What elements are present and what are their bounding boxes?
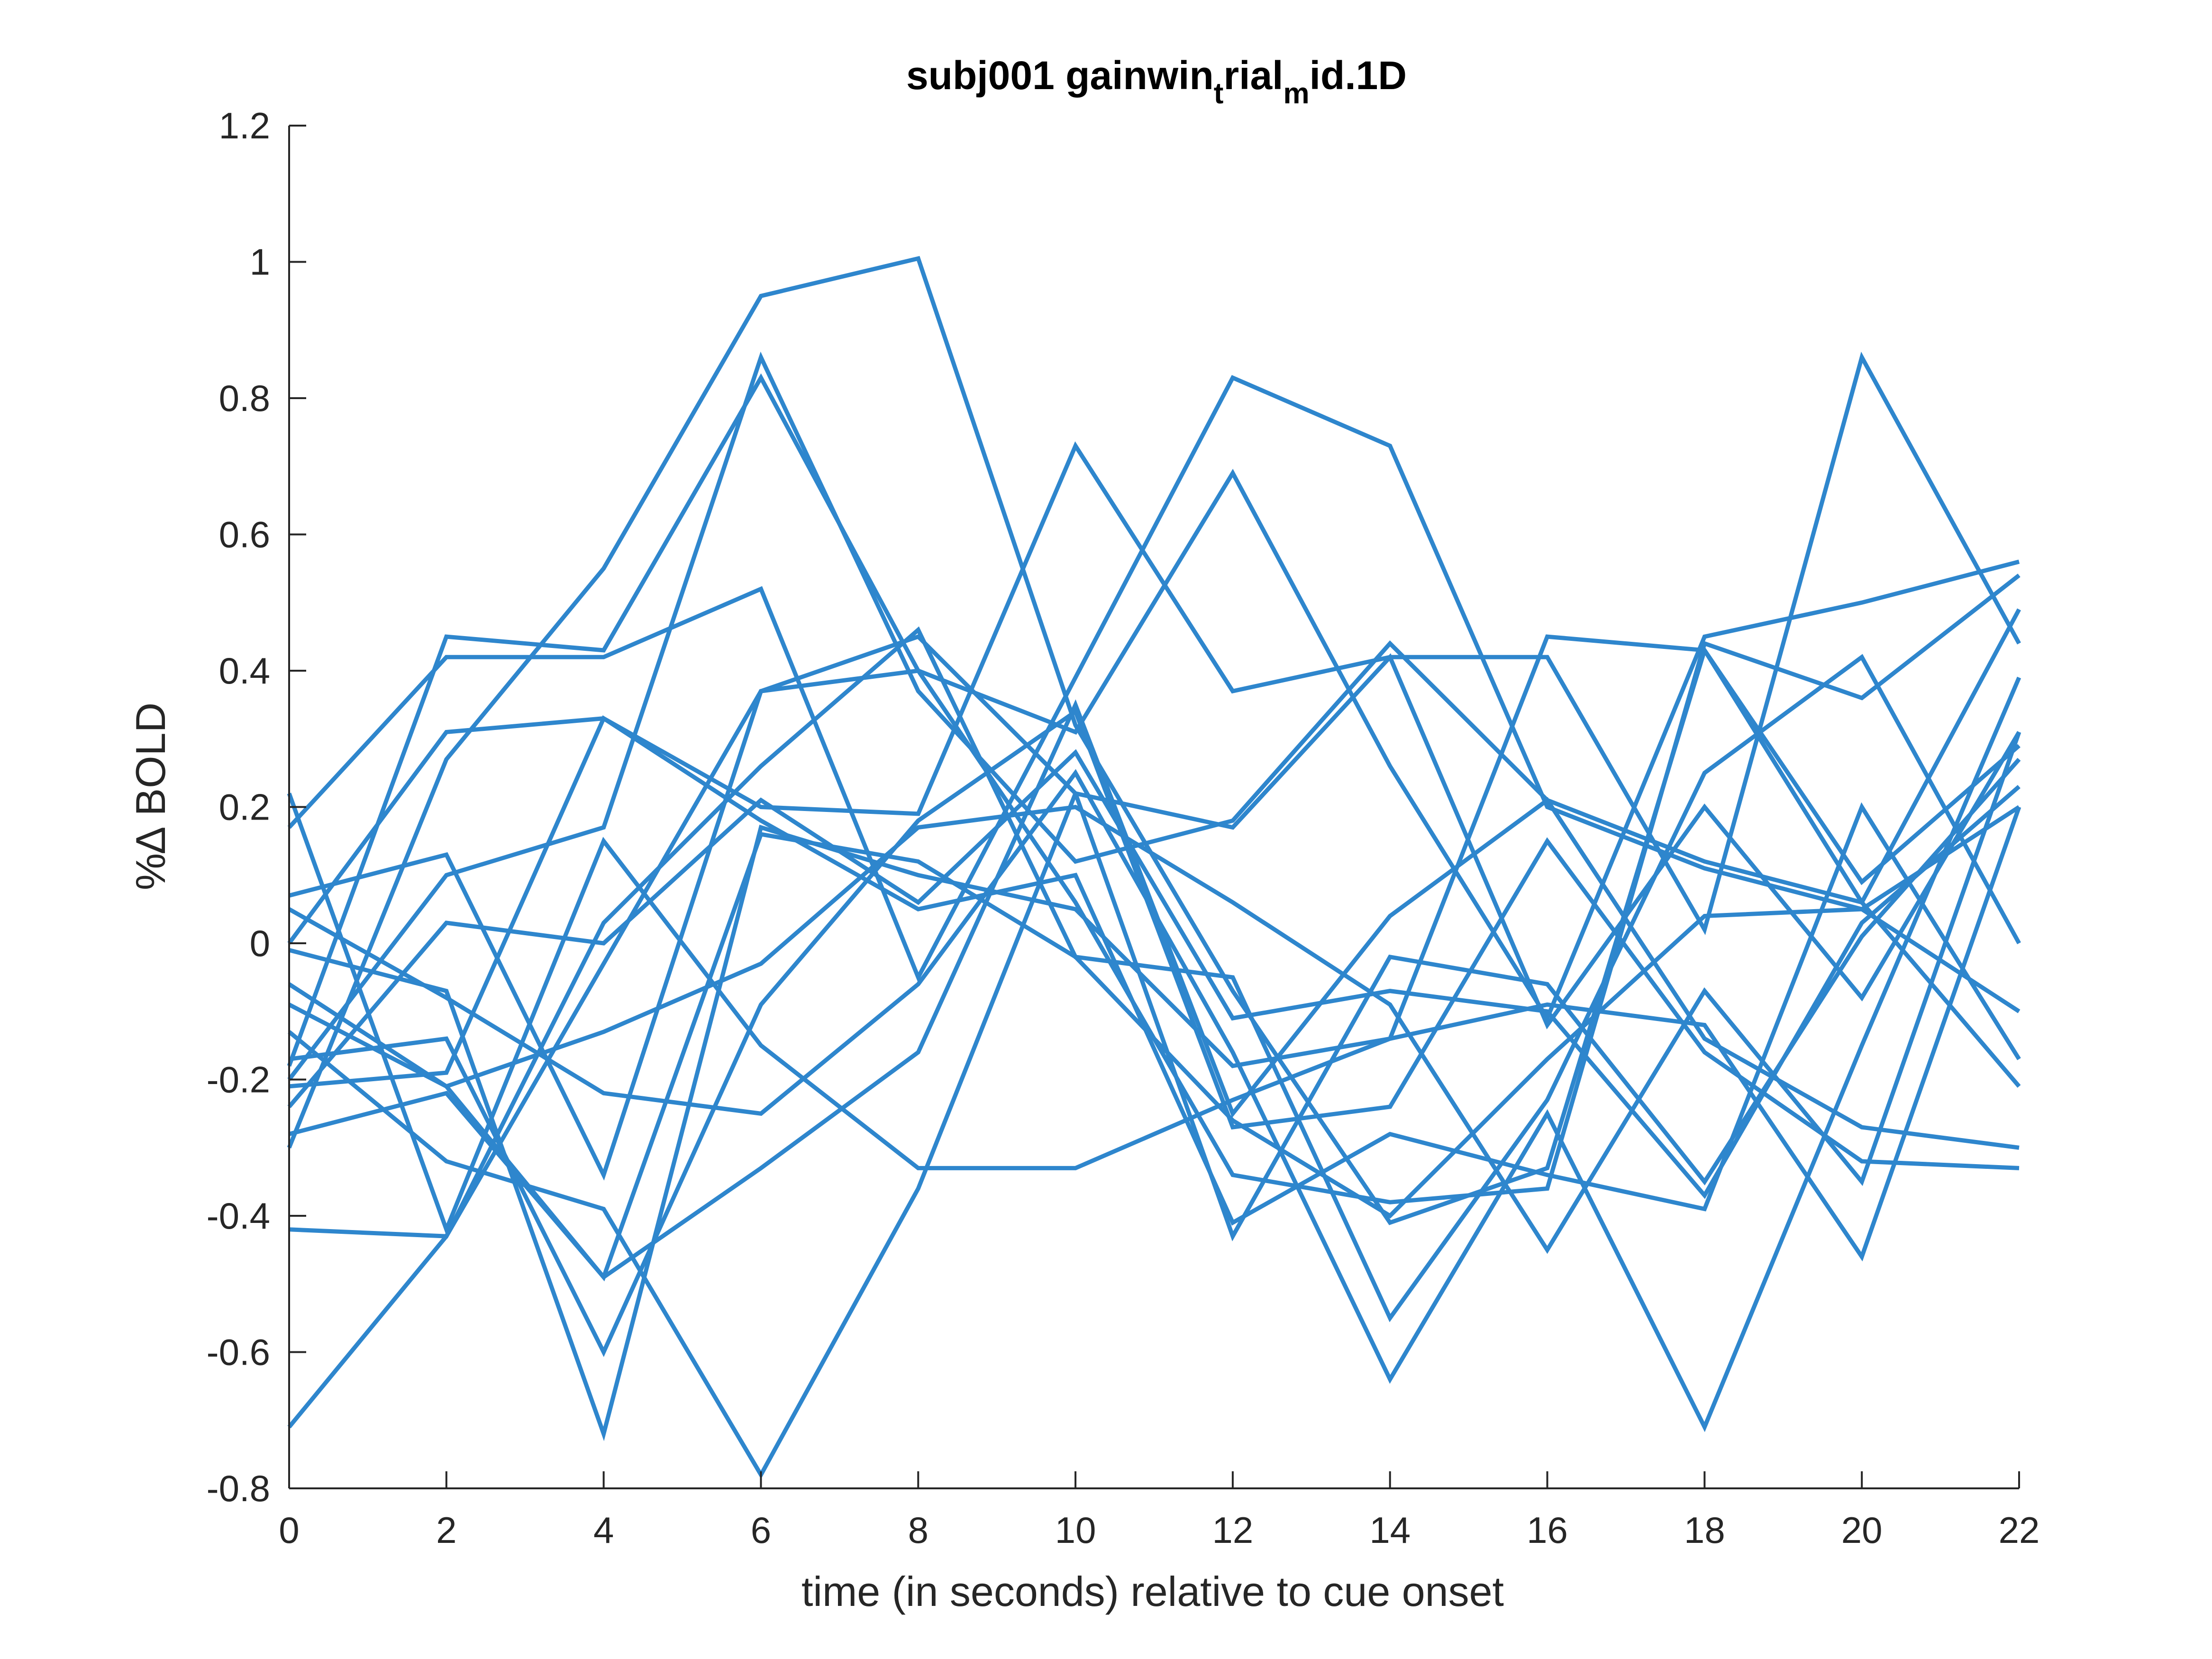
- x-tick-label: 10: [1055, 1509, 1096, 1551]
- series-group: [287, 255, 2021, 1479]
- chart-title: subj001 gainwintrialmid.1D: [906, 53, 1407, 110]
- title-subscript: m: [1284, 77, 1310, 110]
- series-line-14: [288, 634, 2021, 1441]
- x-tick-labels: 0 2 4 6 8 10 12 14 16 18 20 22: [279, 1509, 2039, 1551]
- series-line-8: [287, 626, 2021, 1429]
- x-axis-label: time (in seconds) relative to cue onset: [801, 1568, 1504, 1615]
- series-line-10: [287, 793, 2021, 1262]
- y-tick-label: -0.2: [207, 1059, 270, 1101]
- axes: [288, 125, 2020, 1489]
- y-tick-label: -0.8: [207, 1468, 270, 1509]
- y-tick-label: -0.6: [207, 1331, 270, 1373]
- y-tick-label: 0.6: [219, 514, 270, 556]
- x-tick-label: 20: [1841, 1509, 1883, 1551]
- series-line-18: [288, 831, 2021, 1282]
- title-part: rial: [1223, 53, 1283, 98]
- y-tick-label: 0.8: [219, 377, 270, 419]
- series-line-1: [287, 375, 2021, 983]
- series-line-5: [287, 351, 2021, 1081]
- title-part: id.1D: [1310, 53, 1407, 98]
- y-tick-label: 0: [250, 922, 270, 964]
- series-line-13: [288, 653, 2021, 1479]
- series-line-15: [288, 634, 2021, 1241]
- x-tick-label: 12: [1212, 1509, 1254, 1551]
- x-tick-label: 2: [436, 1509, 456, 1551]
- series-line-11: [289, 715, 2021, 1226]
- y-tick-label: 0.4: [219, 650, 270, 692]
- x-tick-label: 22: [1999, 1509, 2040, 1551]
- y-tick-label: 0.2: [219, 786, 270, 828]
- x-tick-label: 8: [908, 1509, 928, 1551]
- x-tick-label: 14: [1369, 1509, 1411, 1551]
- series-line-3: [287, 351, 2021, 945]
- title-part: subj001 gainwin: [906, 53, 1214, 98]
- y-tick-label: 1.2: [219, 105, 270, 146]
- y-tick-label: 1: [250, 241, 270, 283]
- x-tick-label: 6: [751, 1509, 771, 1551]
- y-tick-labels: -0.8 -0.6 -0.4 -0.2 0 0.2 0.4 0.6 0.8 1 1.2: [207, 105, 270, 1509]
- series-line-2: [287, 373, 2020, 1067]
- title-subscript: t: [1214, 77, 1224, 110]
- x-tick-label: 0: [279, 1509, 299, 1551]
- series-line-12: [289, 708, 2020, 1357]
- y-tick-label: -0.4: [207, 1195, 270, 1237]
- series-line-16: [287, 749, 2021, 1199]
- x-tick-label: 16: [1527, 1509, 1568, 1551]
- x-tick-label: 18: [1684, 1509, 1725, 1551]
- x-tick-label: 4: [593, 1509, 614, 1551]
- y-axis-label: %∆ BOLD: [127, 702, 174, 890]
- series-line-17: [288, 731, 2021, 1254]
